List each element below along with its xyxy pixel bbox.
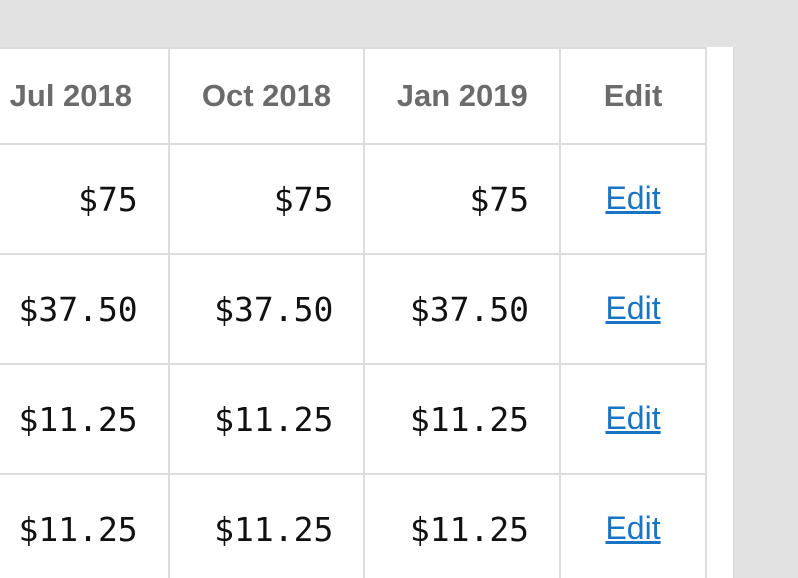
billing-table-panel: Jul 2018 Oct 2018 Jan 2019 Edit $75 $75 … xyxy=(0,47,735,578)
edit-link[interactable]: Edit xyxy=(605,289,661,326)
table-body: $75 $75 $75 Edit $37.50 $37.50 $37.50 Ed… xyxy=(0,143,707,578)
amount-cell: $11.25 xyxy=(0,473,170,578)
amount-cell: $11.25 xyxy=(0,363,170,475)
table-row: $11.25 $11.25 $11.25 Edit xyxy=(0,363,707,475)
edit-cell: Edit xyxy=(559,253,707,365)
amount-cell: $75 xyxy=(0,143,170,255)
amount-cell: $75 xyxy=(167,143,366,255)
header-row: Jul 2018 Oct 2018 Jan 2019 Edit xyxy=(0,47,707,145)
column-header-jul-2018: Jul 2018 xyxy=(0,47,170,145)
amount-cell: $11.25 xyxy=(167,363,366,475)
edit-link[interactable]: Edit xyxy=(605,179,661,216)
amount-cell: $75 xyxy=(363,143,562,255)
amount-cell: $11.25 xyxy=(363,363,562,475)
amount-cell: $11.25 xyxy=(363,473,562,578)
amount-cell: $11.25 xyxy=(167,473,366,578)
table-row: $37.50 $37.50 $37.50 Edit xyxy=(0,253,707,365)
edit-cell: Edit xyxy=(559,143,707,255)
edit-cell: Edit xyxy=(559,363,707,475)
amount-cell: $37.50 xyxy=(0,253,170,365)
table-row: $11.25 $11.25 $11.25 Edit xyxy=(0,473,707,578)
table-header: Jul 2018 Oct 2018 Jan 2019 Edit xyxy=(0,47,707,145)
column-header-edit: Edit xyxy=(559,47,707,145)
amount-cell: $37.50 xyxy=(363,253,562,365)
edit-link[interactable]: Edit xyxy=(605,399,661,436)
column-header-oct-2018: Oct 2018 xyxy=(167,47,366,145)
amount-cell: $37.50 xyxy=(167,253,366,365)
table-row: $75 $75 $75 Edit xyxy=(0,143,707,255)
edit-cell: Edit xyxy=(559,473,707,578)
column-header-jan-2019: Jan 2019 xyxy=(363,47,562,145)
edit-link[interactable]: Edit xyxy=(605,509,661,546)
billing-table: Jul 2018 Oct 2018 Jan 2019 Edit $75 $75 … xyxy=(0,47,707,578)
